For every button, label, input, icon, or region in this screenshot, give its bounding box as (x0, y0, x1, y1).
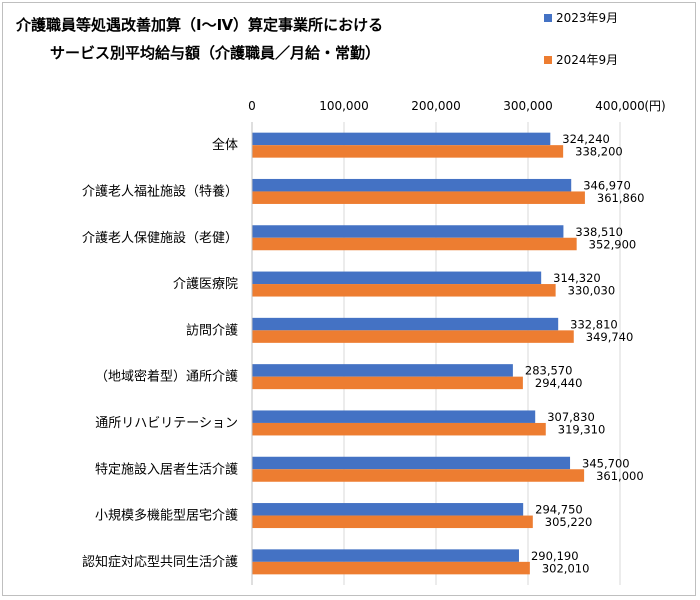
data-label: 319,310 (558, 422, 606, 436)
bar-series-1 (252, 225, 564, 238)
bar-series-2 (252, 422, 546, 436)
data-label: 361,860 (597, 191, 645, 205)
data-label: 361,000 (596, 469, 644, 483)
category-label: 小規模多機能型居宅介護 (95, 508, 238, 524)
bar-series-2 (252, 515, 533, 529)
x-tick-label: 100,000 (319, 99, 369, 113)
bar-series-2 (252, 191, 585, 204)
data-label: 352,900 (589, 237, 637, 251)
category-label: 介護老人保健施設（老健） (82, 230, 238, 246)
bars (252, 132, 585, 575)
bar-series-2 (252, 237, 577, 251)
data-label: 338,200 (575, 145, 623, 159)
data-label: 324,240 (562, 132, 610, 146)
legend: 2023年9月 2024年9月 (544, 11, 618, 67)
data-label: 302,010 (542, 561, 590, 575)
x-tick-label: 200,000 (411, 99, 461, 113)
bar-series-2 (252, 561, 530, 575)
title-line-1: 介護職員等処遇改善加算（Ⅰ～Ⅳ）算定事業所における (15, 16, 383, 34)
category-label: 訪問介護 (186, 322, 238, 338)
legend-swatch (544, 14, 552, 22)
category-label: 特定施設入居者生活介護 (95, 461, 238, 477)
bar-series-2 (252, 376, 523, 390)
category-label: （地域密着型）通所介護 (95, 369, 238, 385)
bar-series-1 (252, 503, 524, 516)
legend-label: 2023年9月 (556, 11, 618, 25)
x-tick-label: 0 (248, 99, 256, 113)
bar-series-1 (252, 132, 551, 146)
data-label: 330,030 (568, 284, 616, 298)
bar-series-2 (252, 145, 564, 158)
data-label: 305,220 (545, 515, 593, 529)
category-label: 全体 (212, 137, 238, 153)
data-label: 294,750 (535, 503, 583, 517)
chart-title: 介護職員等処遇改善加算（Ⅰ～Ⅳ）算定事業所における サービス別平均給与額（介護職… (15, 16, 383, 62)
data-label: 345,700 (582, 456, 630, 470)
bar-series-1 (252, 410, 536, 423)
data-label: 346,970 (583, 178, 631, 192)
unit-label: (円) (644, 99, 665, 113)
x-tick-label: 400,000 (595, 99, 645, 113)
data-label: 283,570 (525, 364, 573, 378)
bar-series-1 (252, 549, 519, 562)
data-label: 338,510 (575, 225, 623, 239)
category-label: 認知症対応型共同生活介護 (82, 554, 238, 570)
data-label: 294,440 (535, 376, 583, 390)
x-tick-label: 300,000 (503, 99, 553, 113)
bar-series-1 (252, 317, 559, 331)
category-label: 介護老人福祉施設（特養） (82, 183, 238, 199)
legend-swatch (544, 56, 552, 64)
data-label: 307,830 (547, 410, 595, 424)
data-label: 290,190 (531, 549, 579, 563)
bar-series-1 (252, 178, 572, 192)
data-label: 314,320 (553, 271, 601, 285)
x-axis-ticks: 0 100,000 200,000 300,000 400,000 (248, 99, 645, 113)
data-label: 332,810 (570, 317, 618, 331)
bar-series-1 (252, 364, 513, 377)
bar-series-2 (252, 284, 556, 297)
data-label: 349,740 (586, 330, 634, 344)
bar-series-2 (252, 330, 574, 343)
category-label: 通所リハビリテーション (95, 416, 238, 431)
category-label: 介護医療院 (173, 276, 238, 292)
bar-series-2 (252, 469, 585, 482)
bar-series-1 (252, 271, 542, 285)
legend-label: 2024年9月 (556, 53, 618, 67)
title-line-2: サービス別平均給与額（介護職員／月給・常勤） (50, 44, 380, 62)
bar-series-1 (252, 456, 571, 470)
